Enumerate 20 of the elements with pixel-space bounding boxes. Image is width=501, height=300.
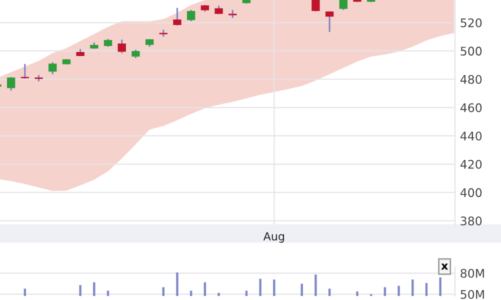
candlestick — [173, 7, 182, 26]
y-tick-label: 460 — [460, 103, 482, 112]
y-tick-label: 480 — [460, 74, 482, 84]
candlestick — [325, 10, 334, 33]
candlestick — [312, 0, 320, 12]
candlestick — [48, 62, 57, 76]
y-tick-label: 50M — [460, 290, 484, 299]
candlestick — [118, 38, 126, 54]
candlestick — [6, 76, 16, 92]
annotation: x — [441, 264, 448, 270]
x-tick-label: Aug — [263, 232, 284, 243]
y-tick-label: 400 — [460, 188, 482, 198]
y-tick-label: 420 — [460, 160, 482, 169]
y-tick-label: 520 — [460, 18, 482, 28]
y-tick-label: 380 — [460, 216, 482, 226]
candlestick — [339, 0, 348, 11]
y-tick-label: 440 — [460, 132, 482, 140]
candlestick — [186, 9, 196, 22]
y-tick-label: 500 — [460, 46, 482, 56]
y-tick-label: 80M — [460, 268, 484, 278]
